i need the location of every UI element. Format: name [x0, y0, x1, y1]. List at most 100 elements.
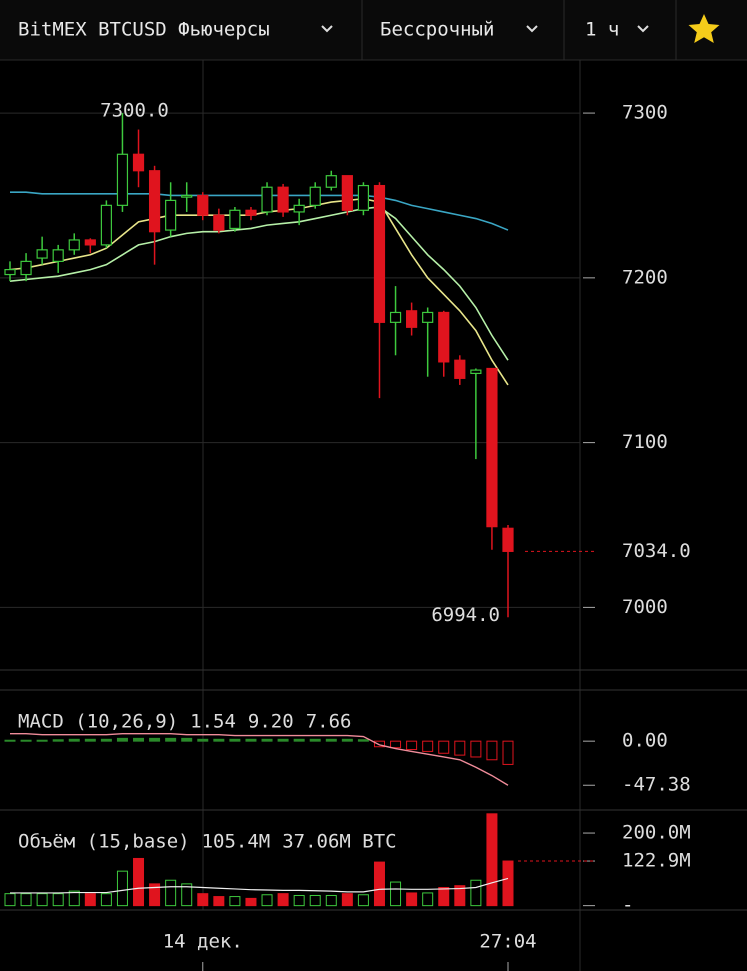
interval-dropdown[interactable]: 1 ч [585, 19, 649, 41]
volume-bar [84, 893, 96, 907]
candle-body [341, 175, 353, 211]
chevron [637, 25, 649, 33]
candle-body [20, 260, 32, 276]
candle-body [245, 209, 257, 216]
y-tick-label: - [622, 894, 633, 916]
volume-bar [4, 893, 16, 907]
high-label: 7300.0 [100, 100, 169, 122]
volume-bar [309, 894, 321, 907]
last-price-label: 7034.0 [622, 540, 691, 562]
volume-bar [165, 879, 177, 907]
candle-body [373, 184, 386, 323]
favorite-star[interactable] [688, 14, 720, 43]
volume-bar [406, 892, 418, 907]
x-tick-label: 27:04 [479, 931, 536, 953]
histogram-bar [390, 740, 402, 749]
histogram-bar [438, 740, 450, 754]
y-tick-label: 122.9M [622, 850, 691, 872]
histogram-bar [52, 739, 64, 742]
candle-body [486, 367, 498, 528]
volume-bar [341, 893, 353, 907]
candle-body [406, 310, 418, 328]
moving-average [9, 206, 509, 361]
chevron [526, 25, 538, 33]
candle-body [470, 369, 482, 375]
indicator-title: MACD (10,26,9) [18, 711, 178, 733]
histogram-bar [181, 737, 193, 742]
histogram-bar [116, 737, 128, 742]
candle-body [4, 269, 16, 276]
indicator-title: Объём (15,base) [18, 831, 190, 853]
histogram-bar [245, 738, 257, 742]
candle-body [181, 194, 193, 198]
volume-bar [133, 857, 145, 907]
volume-bar [373, 861, 385, 907]
candle-body [36, 249, 48, 259]
indicator-reading: 9.20 [248, 711, 294, 733]
candle-body [261, 186, 273, 213]
histogram-bar [229, 738, 241, 742]
candle-body [229, 209, 241, 230]
histogram-bar [373, 740, 385, 748]
y-tick-label: 7300 [622, 102, 668, 124]
interval: 1 ч [585, 19, 619, 41]
histogram-bar [406, 740, 418, 751]
y-tick-label: 7100 [622, 431, 668, 453]
histogram-bar [36, 739, 48, 742]
volume-bar [454, 885, 466, 907]
macd-line [10, 733, 509, 786]
symbol-dropdown[interactable]: BitMEX BTCUSD Фьючерсы [18, 19, 333, 41]
contract: Бессрочный [380, 19, 494, 41]
volume-bar [486, 813, 498, 907]
histogram-bar [422, 740, 434, 752]
histogram-bar [470, 740, 482, 758]
histogram-bar [100, 738, 112, 742]
volume-bar [245, 897, 257, 907]
candle-body [293, 204, 305, 213]
y-tick-label: 0.00 [622, 730, 668, 752]
candle-body [165, 199, 177, 231]
volume-bar [100, 893, 112, 907]
indicator-reading: 7.66 [306, 711, 352, 733]
candle-body [132, 153, 145, 172]
histogram-bar [341, 738, 353, 742]
candle-body [197, 194, 209, 216]
candle-body [422, 311, 434, 323]
histogram-bar [261, 738, 273, 742]
candle-body [52, 249, 64, 262]
toolbar [0, 0, 747, 60]
volume-bar [277, 893, 289, 907]
volume-bar [68, 890, 80, 907]
histogram-bar [20, 739, 32, 742]
candle-body [213, 214, 225, 231]
indicator-reading: 105.4M [202, 831, 271, 853]
indicator-reading: 1.54 [190, 711, 236, 733]
candle-body [84, 239, 96, 246]
candle-body [100, 204, 112, 246]
volume-bar [229, 896, 241, 907]
candle-body [148, 170, 161, 233]
histogram-bar [165, 737, 177, 742]
volume-bar [36, 893, 48, 907]
moving-average [10, 191, 509, 231]
candle-body [116, 153, 129, 206]
volume-bar [20, 893, 32, 907]
volume-bar [261, 894, 273, 907]
moving-average [9, 197, 509, 386]
contract-dropdown[interactable]: Бессрочный [380, 19, 538, 41]
volume-bar [422, 892, 434, 907]
volume-bar [502, 860, 514, 907]
volume-bar [149, 883, 161, 907]
volume-bar [181, 883, 193, 907]
histogram-bar [325, 738, 337, 742]
histogram-bar [293, 738, 305, 742]
candle-body [309, 186, 321, 206]
histogram-bar [277, 738, 289, 742]
histogram-bar [502, 740, 514, 765]
candle-body [438, 311, 450, 363]
histogram-bar [357, 739, 369, 742]
histogram-bar [309, 738, 321, 742]
volume-bar [357, 894, 369, 907]
volume-bar [293, 894, 305, 907]
